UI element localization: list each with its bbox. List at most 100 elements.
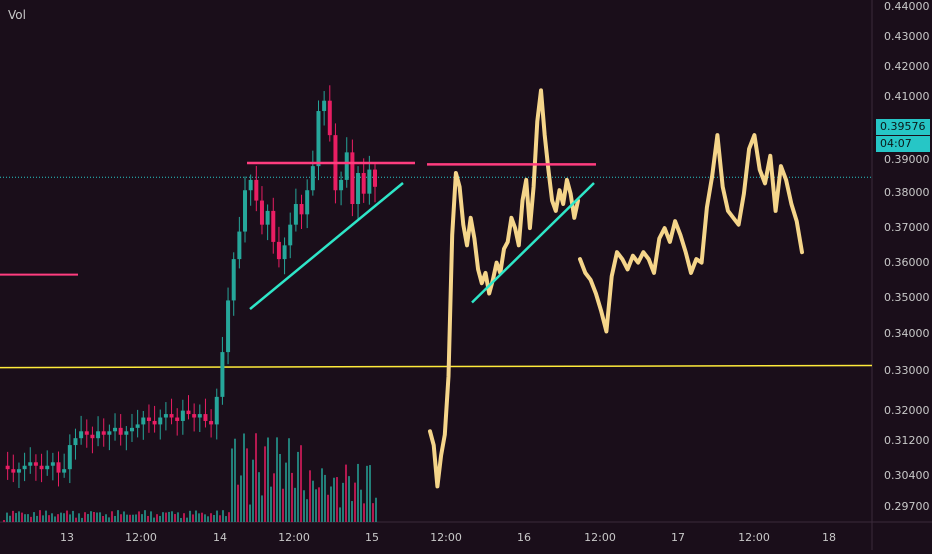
volume-bar [291,472,293,522]
volume-bar [102,516,104,522]
volume-bar [357,463,359,522]
volume-bar [276,437,278,522]
candle-body [299,204,304,215]
volume-bar [168,511,170,522]
candle-body [243,190,248,232]
volume-bar [279,453,281,522]
volume-bar [123,511,125,522]
volume-bar [39,510,41,522]
volume-bar [201,512,203,522]
candle-body [237,231,242,260]
candle-body [203,414,208,421]
volume-bar [12,510,14,522]
candle-body [220,352,225,397]
volume-bar [63,513,65,522]
price-tick-label: 0.35000 [884,291,930,304]
candle-body [62,469,67,473]
volume-bar [138,511,140,522]
volume-bar [90,511,92,522]
price-tick-label: 0.30400 [884,469,930,482]
volume-bar [219,515,221,522]
volume-bar [117,510,119,522]
candle-body [141,417,146,425]
volume-bar [141,514,143,522]
volume-bar [306,499,308,522]
candle-body [367,169,372,194]
volume-label: Vol [8,8,26,22]
volume-bar [366,465,368,522]
candle-body [350,152,355,205]
candle-body [96,431,101,439]
volume-bar [3,520,5,522]
volume-bar [174,514,176,522]
volume-bar [354,482,356,522]
volume-bar [72,510,74,522]
volume-bar [150,511,152,522]
volume-bar [96,512,98,522]
volume-bar [213,514,215,522]
volume-bar [231,448,233,522]
sketch-line-2 [578,133,804,334]
candle-body [118,427,123,435]
price-tick-label: 0.39000 [884,153,930,166]
candle-body [276,241,281,260]
volume-bar [162,512,164,522]
time-tick-label: 12:00 [430,531,462,544]
candle-body [11,469,16,473]
price-tick-label: 0.36000 [884,256,930,269]
time-tick-label: 18 [822,531,836,544]
candle-body [90,434,95,439]
candle-body [73,438,78,446]
volume-bar [159,515,161,522]
volume-bar [369,465,371,522]
trend-line-1 [249,182,404,311]
time-tick-label: 14 [213,531,227,544]
candle-body [265,210,270,225]
price-tick-label: 0.42000 [884,60,930,73]
time-tick-label: 12:00 [278,531,310,544]
candle-body [186,410,191,415]
current-price-tag: 0.39576 [876,119,930,135]
candle-body [288,224,293,246]
volume-bar [36,515,38,522]
volume-bar [105,514,107,522]
volume-bar [249,504,251,522]
volume-bar [111,511,113,522]
volume-bar [156,514,158,522]
candle-body [45,465,50,470]
candle-body [79,431,84,439]
volume-bar [99,512,101,522]
candle-body [226,300,231,353]
candle-body [146,417,151,421]
volume-bar [75,517,77,522]
volume-bar [297,451,299,522]
trend-line-2 [471,182,595,304]
volume-bar [285,462,287,522]
candle-body [16,469,21,473]
volume-bar [144,510,146,522]
candle-body [271,210,276,242]
volume-bar [120,514,122,522]
candle-body [373,169,377,187]
volume-bar [363,503,365,522]
candle-body [158,417,163,425]
candle-body [316,111,321,167]
time-tick-label: 16 [517,531,531,544]
candle-body [293,204,298,225]
volume-bar [237,484,239,522]
candle-body [322,100,327,112]
volume-bar [93,512,95,522]
price-tick-label: 0.41000 [884,90,930,103]
candle-body [39,465,44,470]
candle-body [152,420,157,425]
volume-bar [210,513,212,522]
volume-bar [228,512,230,522]
candle-body [209,420,214,425]
volume-bar [60,512,62,522]
price-tick-label: 0.29700 [884,500,930,513]
price-tick-label: 0.37000 [884,221,930,234]
candle-body [192,414,197,418]
time-tick-label: 12:00 [125,531,157,544]
